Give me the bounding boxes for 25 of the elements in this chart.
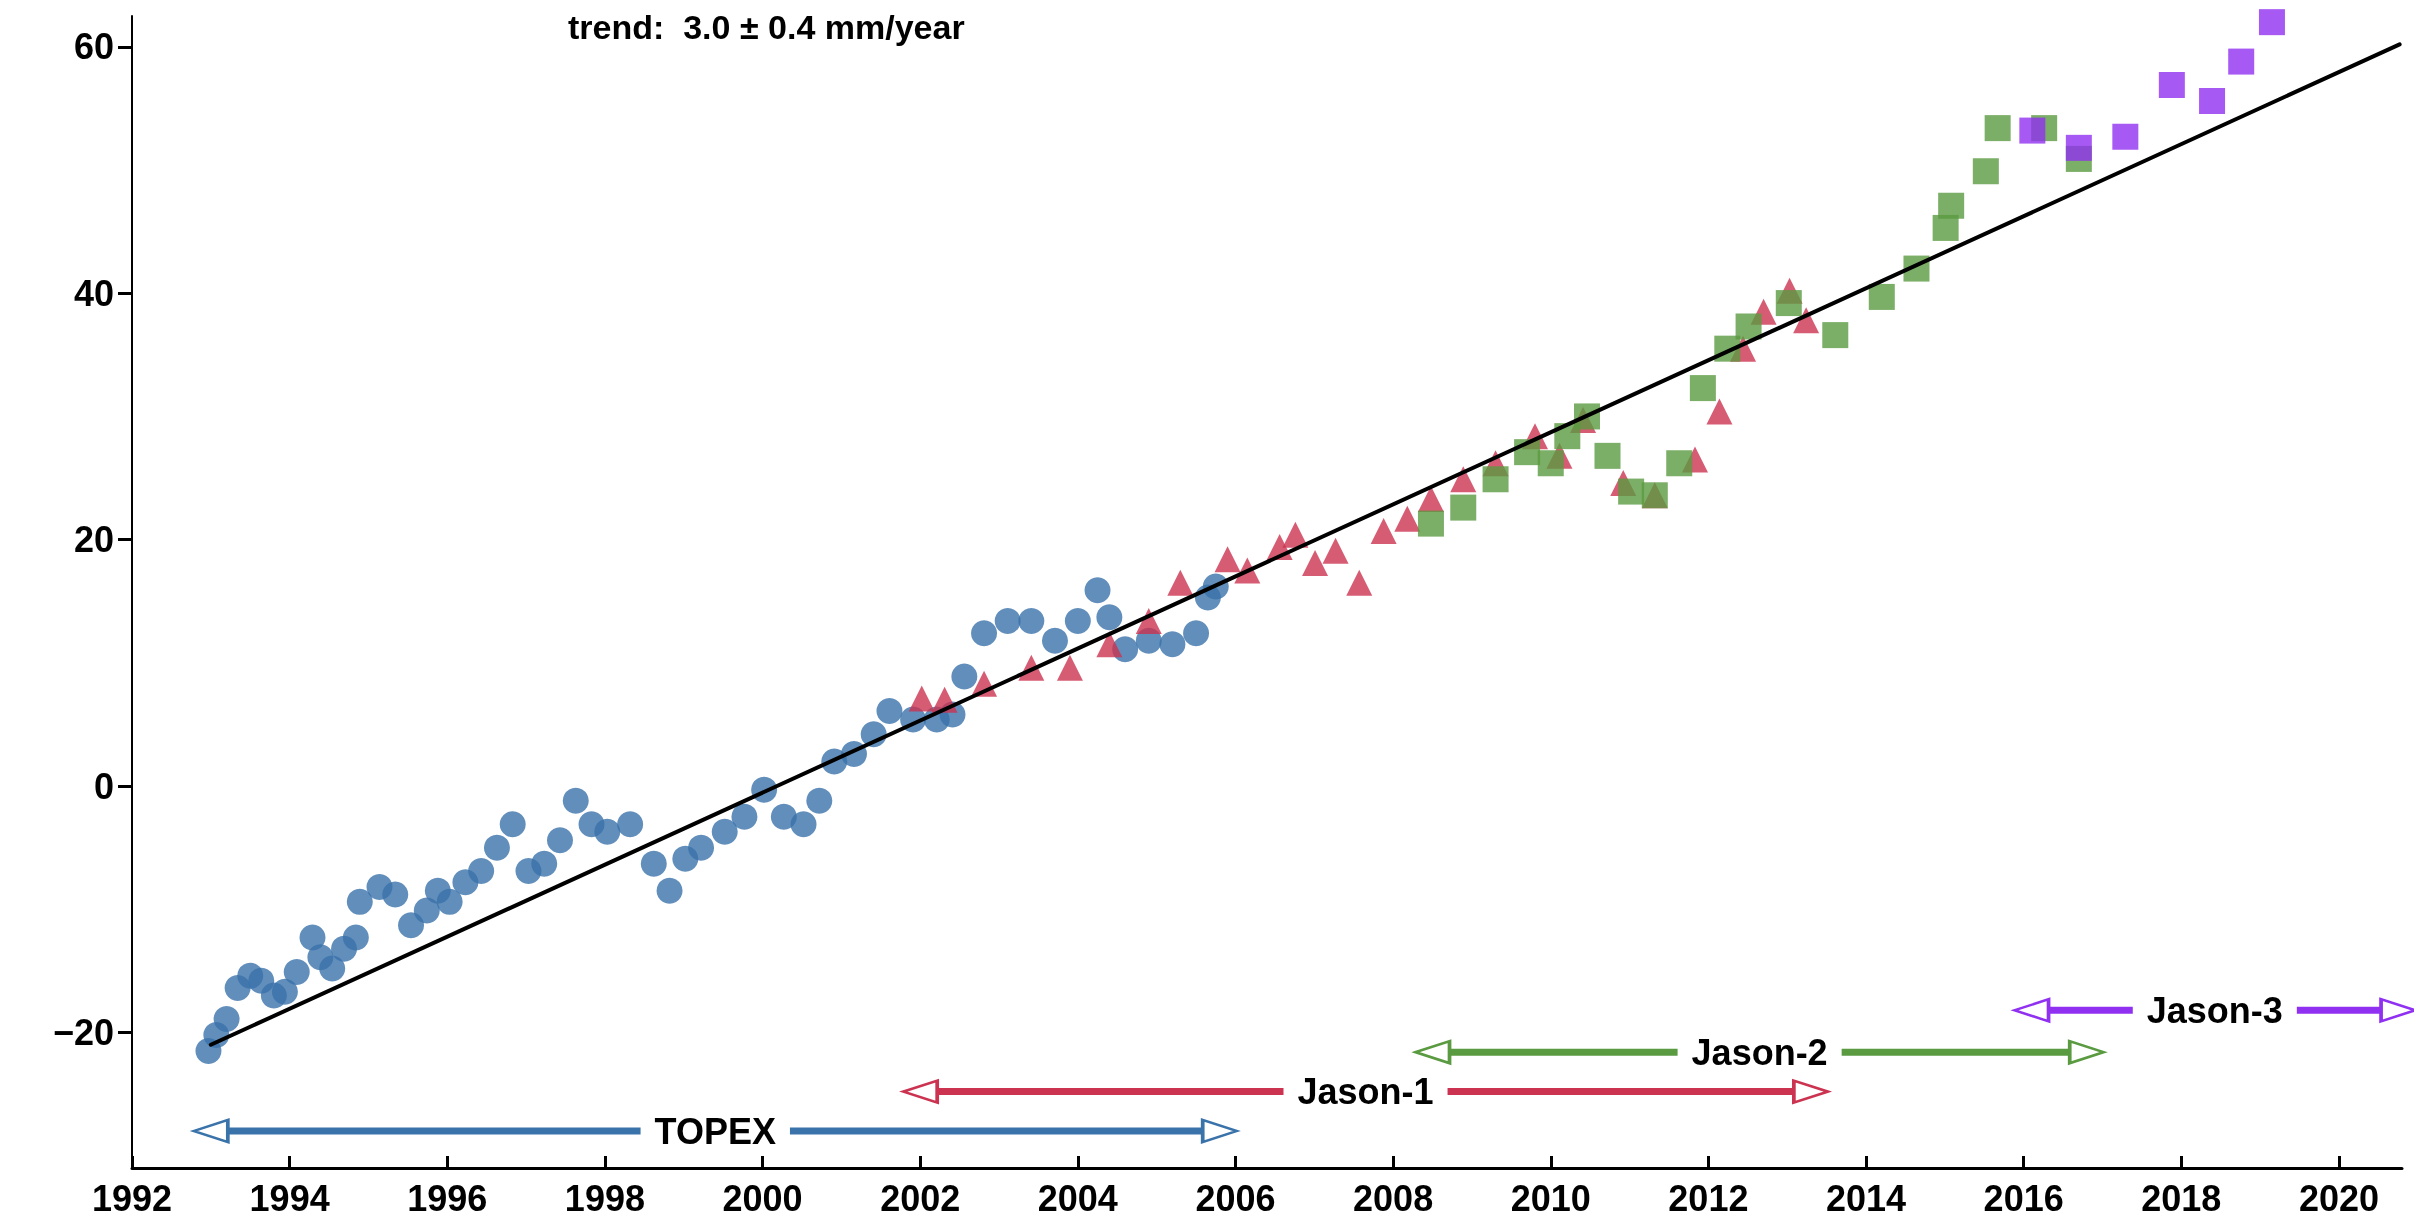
y-tick-label: 40 [73,272,114,314]
series-label: Jason-1 [1297,1071,1434,1113]
x-tick-label: 2008 [1353,1177,1434,1219]
x-tick-label: 2002 [880,1177,961,1219]
y-tick-label: 60 [73,26,114,68]
x-tick-label: 2018 [2141,1177,2222,1219]
y-tick-label: 20 [73,519,114,561]
x-tick-label: 2000 [722,1177,803,1219]
series-label: Jason-2 [1691,1031,1828,1073]
series-label: TOPEX [654,1110,776,1152]
x-tick-label: 2016 [1983,1177,2064,1219]
series-label: Jason-3 [2146,989,2283,1031]
x-tick-label: 1994 [249,1177,330,1219]
x-tick-label: 2014 [1825,1177,1907,1219]
x-tick-label: 2010 [1510,1177,1591,1219]
y-tick-label: −20 [52,1011,114,1053]
x-tick-label: 1996 [407,1177,488,1219]
x-tick-label: 2006 [1195,1177,1276,1219]
y-tick-label: 0 [93,765,114,807]
x-tick-label: 2004 [1037,1177,1118,1219]
annotation: trend: 3.0 ± 0.4 mm/year [568,8,965,46]
x-tick-label: 2020 [2298,1177,2379,1219]
x-tick-label: 2012 [1668,1177,1749,1219]
x-tick-label: 1998 [564,1177,645,1219]
x-tick-label: 1992 [91,1177,173,1219]
